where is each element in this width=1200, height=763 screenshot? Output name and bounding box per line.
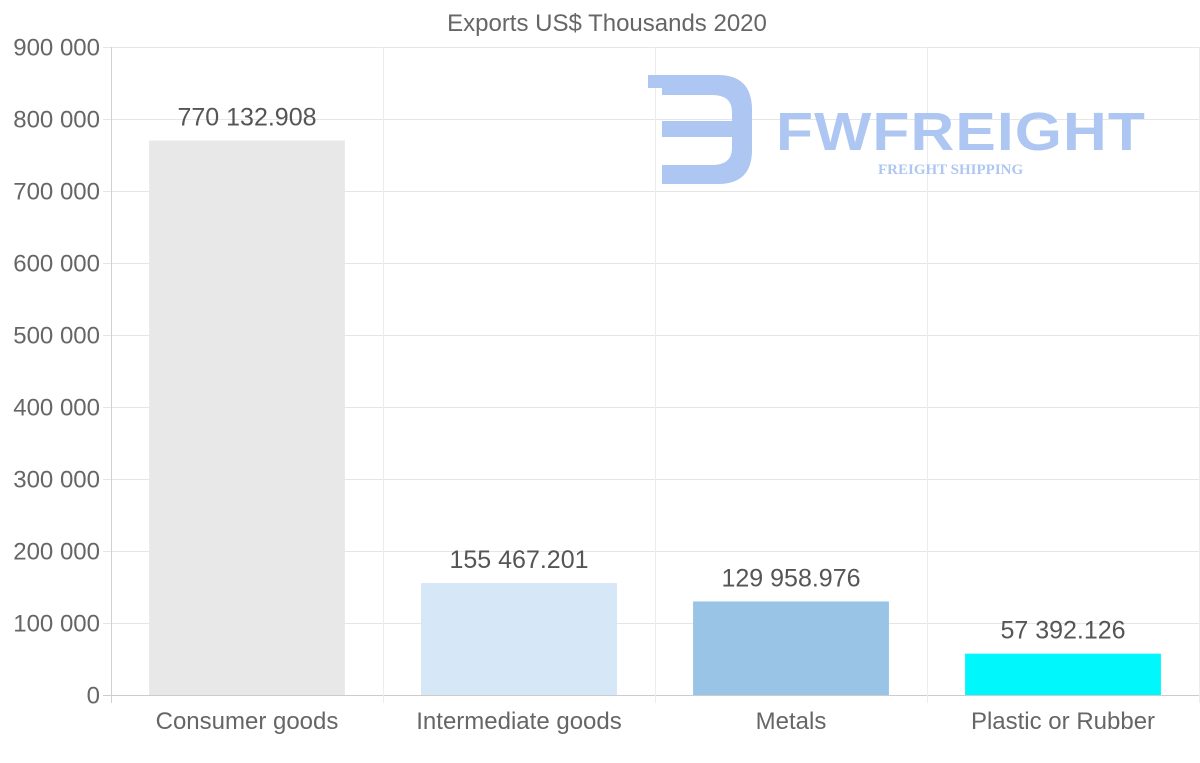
data-label: 155 467.201: [449, 546, 588, 574]
y-tick-label: 300 000: [13, 467, 100, 494]
x-tick-label: Intermediate goods: [416, 708, 621, 735]
y-tick-label: 200 000: [13, 539, 100, 566]
bar: [421, 583, 617, 695]
bars: [149, 140, 1161, 696]
y-tick-label: 400 000: [13, 395, 100, 422]
y-tick-label: 500 000: [13, 323, 100, 350]
data-label: 770 132.908: [177, 104, 316, 132]
watermark-tagline: FREIGHT SHIPPING: [878, 162, 1023, 178]
x-tick-label: Consumer goods: [156, 708, 339, 735]
bar: [149, 140, 345, 696]
data-label: 57 392.126: [1000, 617, 1125, 645]
y-tick-label: 0: [87, 683, 100, 710]
chart-title: Exports US$ Thousands 2020: [447, 10, 767, 37]
x-axis: Consumer goods Intermediate goods Metals Pl…: [156, 708, 1155, 735]
bar: [965, 653, 1161, 695]
fwfreight-watermark: FWFREIGHT FREIGHT SHIPPING: [648, 75, 1146, 184]
watermark-brand: FWFREIGHT: [776, 102, 1146, 162]
x-tick-label: Metals: [756, 708, 827, 735]
x-tick-label: Plastic or Rubber: [971, 708, 1155, 735]
y-tick-label: 100 000: [13, 611, 100, 638]
y-tick-label: 700 000: [13, 179, 100, 206]
data-label: 129 958.976: [721, 564, 860, 592]
y-tick-label: 600 000: [13, 251, 100, 278]
bar: [693, 601, 889, 695]
y-tick-label: 900 000: [13, 35, 100, 62]
value-labels: 770 132.908 155 467.201 129 958.976 57 392.…: [177, 104, 1125, 645]
y-tick-label: 800 000: [13, 107, 100, 134]
fwfreight-logo-icon: [648, 75, 752, 184]
y-axis: 0 100 000 200 000 300 000 400 000 500 000 600 …: [13, 35, 100, 710]
